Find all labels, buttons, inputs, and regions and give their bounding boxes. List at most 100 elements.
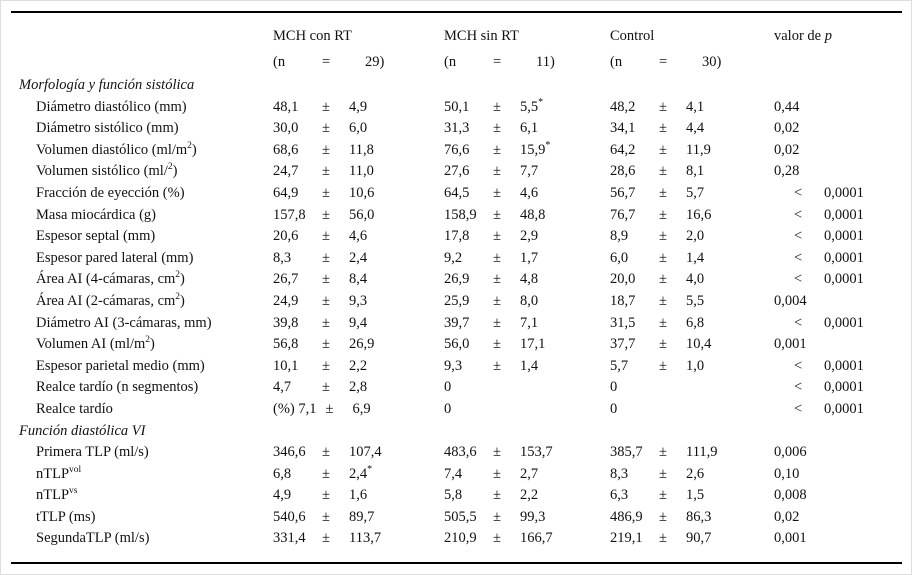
- n-equals: =: [493, 54, 502, 70]
- p-value-cell: 0,02: [774, 507, 902, 529]
- n-count-control: (n = 30): [610, 49, 774, 75]
- plus-minus-sign: ±: [325, 400, 334, 417]
- table-row: Volumen diastólico (ml/m2) 68,6 ±11,8 76,6 ±…: [11, 140, 902, 162]
- value-cell: 0: [444, 399, 610, 421]
- plus-minus-sign: ±: [659, 163, 667, 180]
- table-row: nTLPvol 6,8 ±2,4* 7,4 ±2,7 8,3 ±2,6 0,10: [11, 464, 902, 486]
- table-row: Diámetro diastólico (mm) 48,1 ±4,9 50,1 ±5,5…: [11, 97, 902, 119]
- mean-value: 5,8: [444, 487, 463, 504]
- mean-value: 50,1: [444, 98, 470, 115]
- value-cell: 64,5 ±4,6: [444, 183, 610, 205]
- p-label-symbol: p: [824, 28, 832, 44]
- sd-value: 17,1: [520, 336, 546, 353]
- sd-value: 2,4: [349, 465, 368, 482]
- mean-value: 505,5: [444, 508, 477, 525]
- mean-value: 48,2: [610, 98, 636, 115]
- p-value-cell: 0,10: [774, 464, 902, 486]
- p-value-cell: <0,0001: [774, 183, 902, 205]
- value-cell: 28,6 ±8,1: [610, 161, 774, 183]
- p-value-cell: <0,0001: [774, 248, 902, 270]
- value-cell: 31,5 ±6,8: [610, 313, 774, 335]
- sd-value: 5,5: [520, 98, 539, 115]
- plus-minus-sign: ±: [493, 184, 501, 201]
- sd-value: 1,4: [520, 357, 539, 374]
- significance-asterisk: *: [367, 463, 373, 475]
- value-cell: 20,6 ±4,6: [273, 226, 444, 248]
- mean-value: 385,7: [610, 444, 643, 461]
- row-label: Espesor septal (mm): [36, 228, 156, 245]
- sd-value: 6,8: [686, 314, 705, 331]
- table-row: Espesor pared lateral (mm) 8,3 ±2,4 9,2 ±1,7…: [11, 248, 902, 270]
- row-label: Morfología y función sistólica: [19, 77, 195, 93]
- mean-value: 20,0: [610, 271, 636, 288]
- mean-value: 68,6: [273, 141, 299, 158]
- mean-value: 210,9: [444, 530, 477, 547]
- mean-value: 27,6: [444, 163, 470, 180]
- mean-value: 9,3: [444, 357, 463, 374]
- table-row: Masa miocárdica (g) 157,8 ±56,0 158,9 ±48,8 7…: [11, 205, 902, 227]
- section-header-row: Función diastólica VI: [11, 421, 902, 443]
- value-cell: 56,8 ±26,9: [273, 334, 444, 356]
- value-cell: 8,3 ±2,4: [273, 248, 444, 270]
- sd-value: 9,4: [349, 314, 368, 331]
- sd-value: 2,8: [349, 379, 368, 396]
- p-value-cell: 0,001: [774, 334, 902, 356]
- plus-minus-sign: ±: [659, 249, 667, 266]
- table-row: Volumen AI (ml/m2) 56,8 ±26,9 56,0 ±17,1 37,7…: [11, 334, 902, 356]
- plus-minus-sign: ±: [493, 357, 501, 374]
- value-cell: 4,7 ±2,8: [273, 377, 444, 399]
- row-label: Diámetro diastólico (mm): [36, 98, 187, 115]
- mean-value: 37,7: [610, 336, 636, 353]
- plus-minus-sign: ±: [659, 530, 667, 547]
- mean-value: 10,1: [273, 357, 299, 374]
- plus-minus-sign: ±: [493, 444, 501, 461]
- mean-value: 0: [444, 400, 452, 417]
- mean-value: 39,8: [273, 314, 299, 331]
- plus-minus-sign: ±: [659, 206, 667, 223]
- table-row: Espesor parietal medio (mm) 10,1 ±2,2 9,3 ±1…: [11, 356, 902, 378]
- plus-minus-sign: ±: [659, 336, 667, 353]
- value-cell: 8,9 ±2,0: [610, 226, 774, 248]
- comparison-table: MCH con RT MCH sin RT Control valor de p…: [11, 23, 902, 550]
- value-cell: 31,3 ±6,1: [444, 118, 610, 140]
- p-label-prefix: valor de: [774, 28, 825, 44]
- p-value: 0,28: [774, 163, 800, 180]
- plus-minus-sign: ±: [659, 141, 667, 158]
- sd-value: 1,5: [686, 487, 705, 504]
- mean-value: 56,0: [444, 336, 470, 353]
- plus-minus-sign: ±: [659, 228, 667, 245]
- plus-minus-sign: ±: [493, 228, 501, 245]
- value-cell: 331,4 ±113,7: [273, 528, 444, 550]
- sd-value: 2,2: [520, 487, 539, 504]
- plus-minus-sign: ±: [322, 98, 330, 115]
- less-than-sign: <: [794, 379, 803, 396]
- mean-value: 31,5: [610, 314, 636, 331]
- p-value-cell: 0,02: [774, 140, 902, 162]
- mean-value: 48,1: [273, 98, 299, 115]
- plus-minus-sign: ±: [322, 530, 330, 547]
- n-value: 11): [536, 54, 555, 70]
- mean-value: 24,9: [273, 292, 299, 309]
- plus-minus-sign: ±: [659, 98, 667, 115]
- mean-value: 39,7: [444, 314, 470, 331]
- sd-value: 16,6: [686, 206, 712, 223]
- sd-value: 5,7: [686, 184, 705, 201]
- mean-value: 64,2: [610, 141, 636, 158]
- p-value: 0,0001: [824, 357, 864, 374]
- mean-value: (%) 7,1: [273, 400, 317, 417]
- plus-minus-sign: ±: [322, 465, 330, 482]
- row-label: Volumen AI (ml/m2): [36, 335, 155, 353]
- mean-value: 6,0: [610, 249, 629, 266]
- p-value-cell: 0,008: [774, 485, 902, 507]
- plus-minus-sign: ±: [659, 487, 667, 504]
- sd-value: 166,7: [520, 530, 553, 547]
- value-cell: 68,6 ±11,8: [273, 140, 444, 162]
- mean-value: 5,7: [610, 357, 629, 374]
- plus-minus-sign: ±: [322, 249, 330, 266]
- sd-value: 6,0: [349, 120, 368, 137]
- sd-value: 15,9: [520, 141, 546, 158]
- p-value: 0,02: [774, 120, 800, 137]
- value-cell: 56,0 ±17,1: [444, 334, 610, 356]
- row-label: SegundaTLP (ml/s): [36, 530, 150, 547]
- value-cell: 34,1 ±4,4: [610, 118, 774, 140]
